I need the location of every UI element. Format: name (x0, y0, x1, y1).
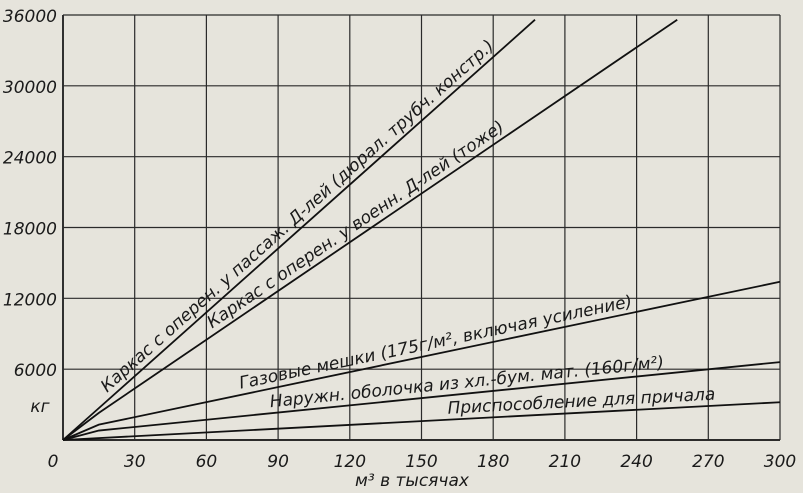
x-tick-label: 210 (549, 452, 581, 472)
x-tick-label: 240 (620, 452, 652, 472)
series-label: Каркас с оперен. у военн. Д-лей (тоже) (204, 117, 508, 333)
x-tick-label: 300 (764, 452, 796, 472)
x-tick-label: 120 (334, 452, 366, 472)
x-tick-label: 180 (477, 452, 509, 472)
x-tick-label: 0 (48, 452, 59, 472)
series-line (62, 361, 781, 441)
y-tick-label: 24000 (3, 149, 57, 169)
x-tick-label: 270 (692, 452, 724, 472)
y-tick-label: 6000 (14, 361, 57, 381)
y-tick-label: 18000 (3, 220, 57, 240)
x-tick-label: 60 (196, 452, 218, 472)
y-tick-label: 36000 (3, 7, 57, 27)
x-tick-label: 30 (124, 452, 146, 472)
series-line (62, 280, 781, 441)
y-axis-label: кг (30, 397, 49, 417)
series-line (62, 401, 781, 441)
x-tick-label: 150 (405, 452, 437, 472)
x-tick-label: 90 (267, 452, 289, 472)
y-tick-label: 30000 (3, 78, 57, 98)
y-tick-label: 12000 (3, 290, 57, 310)
series-line (62, 18, 678, 441)
x-axis-label: м³ в тысячах (355, 471, 470, 491)
series-line (62, 19, 536, 441)
